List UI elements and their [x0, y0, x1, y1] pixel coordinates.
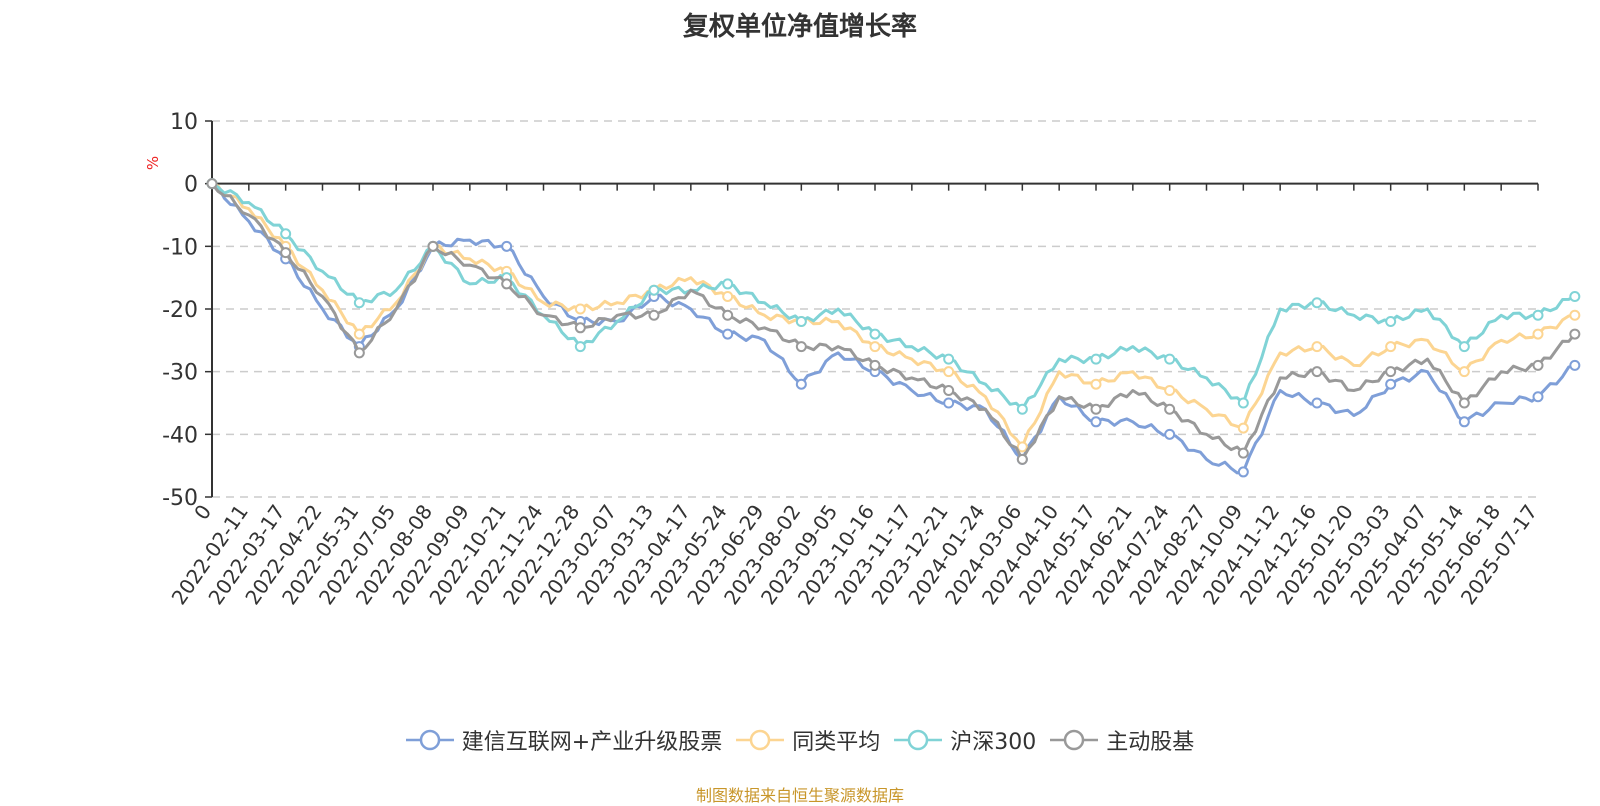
- series-point: [1164, 428, 1176, 440]
- legend-marker-icon: [894, 729, 943, 751]
- legend-item[interactable]: 建信互联网+产业升级股票: [405, 724, 723, 756]
- series-point: [722, 278, 734, 290]
- series-point: [1458, 416, 1470, 428]
- series-point: [1458, 366, 1470, 378]
- series-point: [1385, 366, 1397, 378]
- series-point: [1569, 328, 1581, 340]
- series-point: [501, 278, 513, 290]
- series-point: [1569, 290, 1581, 302]
- series-point: [795, 378, 807, 390]
- series-point: [1532, 328, 1544, 340]
- series-point: [1569, 309, 1581, 321]
- legend-marker-icon: [736, 729, 785, 751]
- data-source-note: 制图数据来自恒生聚源数据库: [695, 786, 904, 805]
- series-point: [1237, 466, 1249, 478]
- y-tick-label: -30: [162, 361, 198, 386]
- series-point: [1090, 416, 1102, 428]
- series-point: [574, 322, 586, 334]
- series-lines: [206, 178, 1581, 478]
- series-point: [722, 309, 734, 321]
- series-point: [1016, 453, 1028, 465]
- series-line: [210, 182, 1576, 461]
- series-point: [1164, 384, 1176, 396]
- series-line: [211, 182, 1575, 449]
- series-point: [1090, 403, 1102, 415]
- series-point: [1458, 341, 1470, 353]
- series-point: [795, 316, 807, 328]
- legend-label: 建信互联网+产业升级股票: [461, 730, 723, 755]
- y-tick-label: 0: [184, 173, 198, 198]
- series-point: [943, 353, 955, 365]
- series-point: [1311, 366, 1323, 378]
- series-point: [869, 328, 881, 340]
- legend-marker-icon: [1050, 729, 1099, 751]
- series-point: [1090, 378, 1102, 390]
- series-line: [211, 182, 1576, 411]
- y-axis-unit-label: %: [144, 156, 162, 170]
- series-point: [1532, 309, 1544, 321]
- series-point: [574, 341, 586, 353]
- series-point: [353, 347, 365, 359]
- series-point: [1164, 403, 1176, 415]
- series-point: [648, 309, 660, 321]
- x-tick-label: 0: [189, 500, 216, 524]
- series-line: [211, 182, 1576, 475]
- y-tick-label: -50: [162, 486, 198, 511]
- series-point: [722, 328, 734, 340]
- series-point: [280, 228, 292, 240]
- series-point: [1385, 378, 1397, 390]
- series-point: [943, 384, 955, 396]
- legend-item[interactable]: 同类平均: [736, 724, 880, 756]
- legend: 建信互联网+产业升级股票 同类平均 沪深300 主动股基: [0, 722, 1600, 758]
- legend-item[interactable]: 沪深300: [894, 724, 1036, 756]
- y-tick-label: -40: [162, 423, 198, 448]
- series-point: [943, 397, 955, 409]
- series-point: [427, 240, 439, 252]
- series-point: [1311, 297, 1323, 309]
- series-point: [943, 366, 955, 378]
- series-point: [353, 328, 365, 340]
- legend-label: 沪深300: [950, 730, 1037, 755]
- y-tick-label: -10: [162, 235, 198, 260]
- series-point: [1532, 359, 1544, 371]
- series-point: [280, 247, 292, 259]
- series-point: [574, 303, 586, 315]
- series-point: [353, 297, 365, 309]
- y-tick-label: 10: [170, 110, 198, 135]
- series-point: [869, 359, 881, 371]
- series-point: [1458, 397, 1470, 409]
- series-point: [869, 341, 881, 353]
- series-point: [722, 290, 734, 302]
- legend-item[interactable]: 主动股基: [1050, 724, 1194, 756]
- series-point: [1569, 359, 1581, 371]
- legend-marker-icon: [405, 729, 454, 751]
- series-point: [1090, 353, 1102, 365]
- series-point: [648, 284, 660, 296]
- y-tick-label: -20: [162, 298, 198, 323]
- legend-label: 同类平均: [792, 730, 881, 755]
- series-point: [1385, 341, 1397, 353]
- series-point: [206, 178, 218, 190]
- series-point: [1016, 441, 1028, 453]
- series-point: [1164, 353, 1176, 365]
- series-point: [1237, 447, 1249, 459]
- series-point: [1016, 403, 1028, 415]
- series-point: [501, 240, 513, 252]
- series-point: [1311, 397, 1323, 409]
- series-point: [1237, 422, 1249, 434]
- chart-title: 复权单位净值增长率: [682, 12, 917, 42]
- series-point: [1311, 341, 1323, 353]
- series-point: [795, 341, 807, 353]
- series-point: [1532, 391, 1544, 403]
- legend-label: 主动股基: [1106, 730, 1195, 755]
- series-point: [1237, 397, 1249, 409]
- series-point: [1385, 316, 1397, 328]
